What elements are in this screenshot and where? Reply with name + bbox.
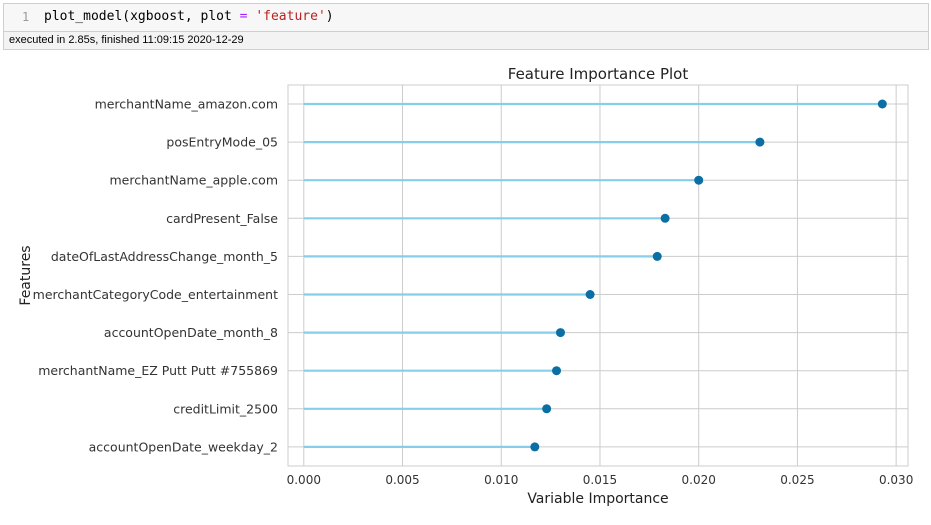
code-input[interactable]: plot_model(xgboost, plot = 'feature') <box>44 9 334 24</box>
importance-marker <box>555 328 565 338</box>
x-tick-label: 0.030 <box>879 473 913 487</box>
x-tick-label: 0.020 <box>682 473 716 487</box>
y-tick-label: posEntryMode_05 <box>166 135 278 150</box>
x-tick-label: 0.025 <box>780 473 814 487</box>
marks-layer <box>303 99 887 452</box>
y-tick-label: merchantCategoryCode_entertainment <box>33 287 278 302</box>
y-tick-label: dateOfLastAddressChange_month_5 <box>51 249 278 264</box>
x-tick-label: 0.000 <box>287 473 321 487</box>
code-operator: = <box>239 9 248 24</box>
x-tick-label: 0.010 <box>484 473 518 487</box>
importance-marker <box>652 251 662 261</box>
x-axis-label: Variable Importance <box>527 491 668 507</box>
code-string: 'feature' <box>255 9 326 24</box>
x-tick-label: 0.005 <box>385 473 419 487</box>
y-tick-label: merchantName_EZ Putt Putt #755869 <box>38 363 278 378</box>
importance-marker <box>755 137 765 147</box>
y-tick-label: cardPresent_False <box>166 211 278 226</box>
importance-marker <box>530 442 540 452</box>
chart-title: Feature Importance Plot <box>508 65 689 83</box>
line-number: 1 <box>22 10 30 24</box>
importance-marker <box>694 175 704 185</box>
code-cell[interactable]: 1 plot_model(xgboost, plot = 'feature') <box>3 3 929 32</box>
y-tick-label: accountOpenDate_month_8 <box>104 325 278 340</box>
importance-marker <box>552 366 562 376</box>
execution-info-bar: executed in 2.85s, finished 11:09:15 202… <box>3 32 929 50</box>
y-tick-label: accountOpenDate_weekday_2 <box>89 439 278 454</box>
x-tick-label: 0.015 <box>583 473 617 487</box>
plot-area <box>287 84 909 467</box>
y-axis-label: Features <box>18 245 34 305</box>
code-suffix: ) <box>325 9 334 24</box>
importance-marker <box>877 99 887 109</box>
y-tick-label: merchantName_apple.com <box>110 173 279 188</box>
y-tick-label: creditLimit_2500 <box>173 401 278 416</box>
importance-marker <box>585 290 595 299</box>
importance-marker <box>542 404 552 414</box>
code-text: plot_model(xgboost, plot <box>44 9 240 24</box>
y-tick-label: merchantName_amazon.com <box>95 97 278 112</box>
importance-marker <box>660 213 670 223</box>
execution-status: executed in 2.85s, finished 11:09:15 202… <box>9 34 244 46</box>
